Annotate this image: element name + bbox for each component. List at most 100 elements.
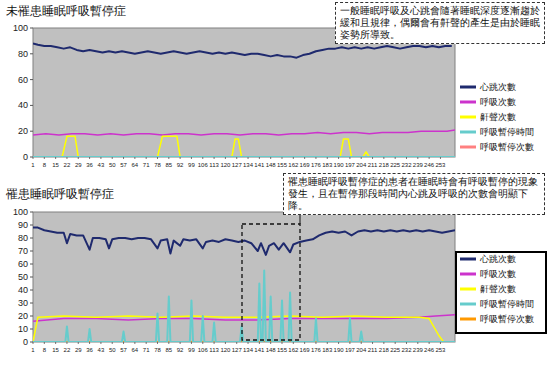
legend-label: 呼吸暫停時間: [480, 299, 534, 309]
x-tick: [44, 157, 45, 159]
x-tick: [270, 157, 271, 159]
x-tick-label: 197: [345, 162, 356, 168]
x-tick-label: 1: [31, 347, 35, 353]
legend-swatch: [460, 288, 476, 291]
x-tick: [383, 157, 384, 159]
y-tick-label: 20: [18, 311, 28, 321]
y-tick: [30, 105, 33, 106]
x-tick: [100, 157, 101, 159]
x-tick: [281, 342, 282, 344]
plot-area: [33, 28, 455, 157]
x-tick: [33, 342, 34, 344]
y-tick: [30, 316, 33, 317]
x-tick-label: 120: [220, 162, 231, 168]
y-tick: [30, 290, 33, 291]
x-tick-label: 162: [288, 162, 299, 168]
x-tick: [44, 342, 45, 344]
y-tick-label: 70: [18, 246, 28, 256]
series-line: [33, 271, 455, 343]
y-tick-label: 20: [18, 126, 28, 136]
x-tick: [33, 157, 34, 159]
x-tick-label: 162: [288, 347, 299, 353]
x-tick-label: 1: [31, 162, 35, 168]
x-tick-label: 57: [120, 162, 127, 168]
legend-label: 心跳次數: [479, 254, 516, 264]
legend-swatch: [460, 273, 476, 276]
x-tick: [270, 342, 271, 344]
y-tick: [30, 79, 33, 80]
x-tick-label: 106: [198, 347, 209, 353]
x-tick-label: 169: [300, 162, 311, 168]
x-tick: [168, 157, 169, 159]
annotation: 罹患睡眠呼吸暫停症的患者在睡眠時會有呼吸暫停的現象發生，且在暫停那段時間內心跳及…: [283, 173, 545, 215]
x-tick: [361, 342, 362, 344]
x-tick-label: 183: [322, 347, 333, 353]
x-tick: [180, 157, 181, 159]
series-line: [33, 136, 455, 157]
legend-swatch: [460, 258, 476, 261]
y-tick-label: 0: [23, 337, 28, 347]
x-tick-label: 134: [243, 347, 254, 353]
x-tick: [406, 342, 407, 344]
x-tick-label: 148: [266, 162, 277, 168]
x-tick: [168, 342, 169, 344]
x-tick-label: 232: [401, 347, 412, 353]
legend-swatch: [460, 86, 476, 89]
plot-marks: [33, 228, 455, 342]
x-tick: [429, 157, 430, 159]
series-line: [33, 156, 455, 157]
x-tick: [157, 342, 158, 344]
x-tick: [315, 342, 316, 344]
x-tick-label: 78: [154, 347, 161, 353]
x-tick-label: 50: [109, 162, 116, 168]
x-tick-label: 71: [143, 162, 150, 168]
x-tick-label: 29: [75, 162, 82, 168]
x-tick-label: 36: [86, 162, 93, 168]
x-tick-label: 15: [52, 162, 59, 168]
x-tick: [134, 342, 135, 344]
x-tick-label: 127: [232, 162, 243, 168]
x-tick-label: 253: [435, 347, 446, 353]
series-line: [33, 43, 452, 57]
legend-swatch: [460, 146, 476, 149]
x-tick: [338, 342, 339, 344]
x-tick: [157, 157, 158, 159]
x-tick-label: 141: [254, 347, 265, 353]
plot-marks: [33, 43, 455, 157]
x-tick-label: 246: [424, 347, 435, 353]
x-tick: [372, 157, 373, 159]
x-tick: [78, 342, 79, 344]
x-tick: [89, 157, 90, 159]
x-tick: [225, 342, 226, 344]
x-tick: [293, 157, 294, 159]
x-tick-label: 120: [220, 347, 231, 353]
x-tick-label: 64: [132, 347, 139, 353]
x-tick: [248, 342, 249, 344]
series-line: [33, 130, 455, 135]
x-tick-label: 211: [368, 162, 378, 168]
x-tick-label: 190: [334, 347, 345, 353]
x-tick-label: 204: [356, 347, 367, 353]
x-tick: [372, 342, 373, 344]
x-tick: [89, 342, 90, 344]
x-tick: [112, 157, 113, 159]
x-tick-label: 246: [424, 162, 435, 168]
x-tick-label: 134: [243, 162, 254, 168]
x-tick: [248, 157, 249, 159]
x-tick-label: 43: [98, 347, 105, 353]
x-tick: [55, 157, 56, 159]
x-tick: [66, 342, 67, 344]
y-tick-label: 40: [18, 285, 28, 295]
legend-swatch: [460, 303, 476, 306]
plot-area: [33, 212, 455, 342]
y-tick-label: 90: [18, 220, 28, 230]
x-tick-label: 169: [300, 347, 311, 353]
x-tick: [146, 342, 147, 344]
y-tick-label: 100: [13, 207, 28, 217]
legend-label: 呼吸次數: [480, 97, 516, 107]
x-tick: [78, 157, 79, 159]
x-tick-label: 155: [277, 162, 288, 168]
y-tick: [30, 303, 33, 304]
x-tick-label: 78: [154, 162, 161, 168]
legend-label: 呼吸暫停次數: [480, 314, 534, 324]
